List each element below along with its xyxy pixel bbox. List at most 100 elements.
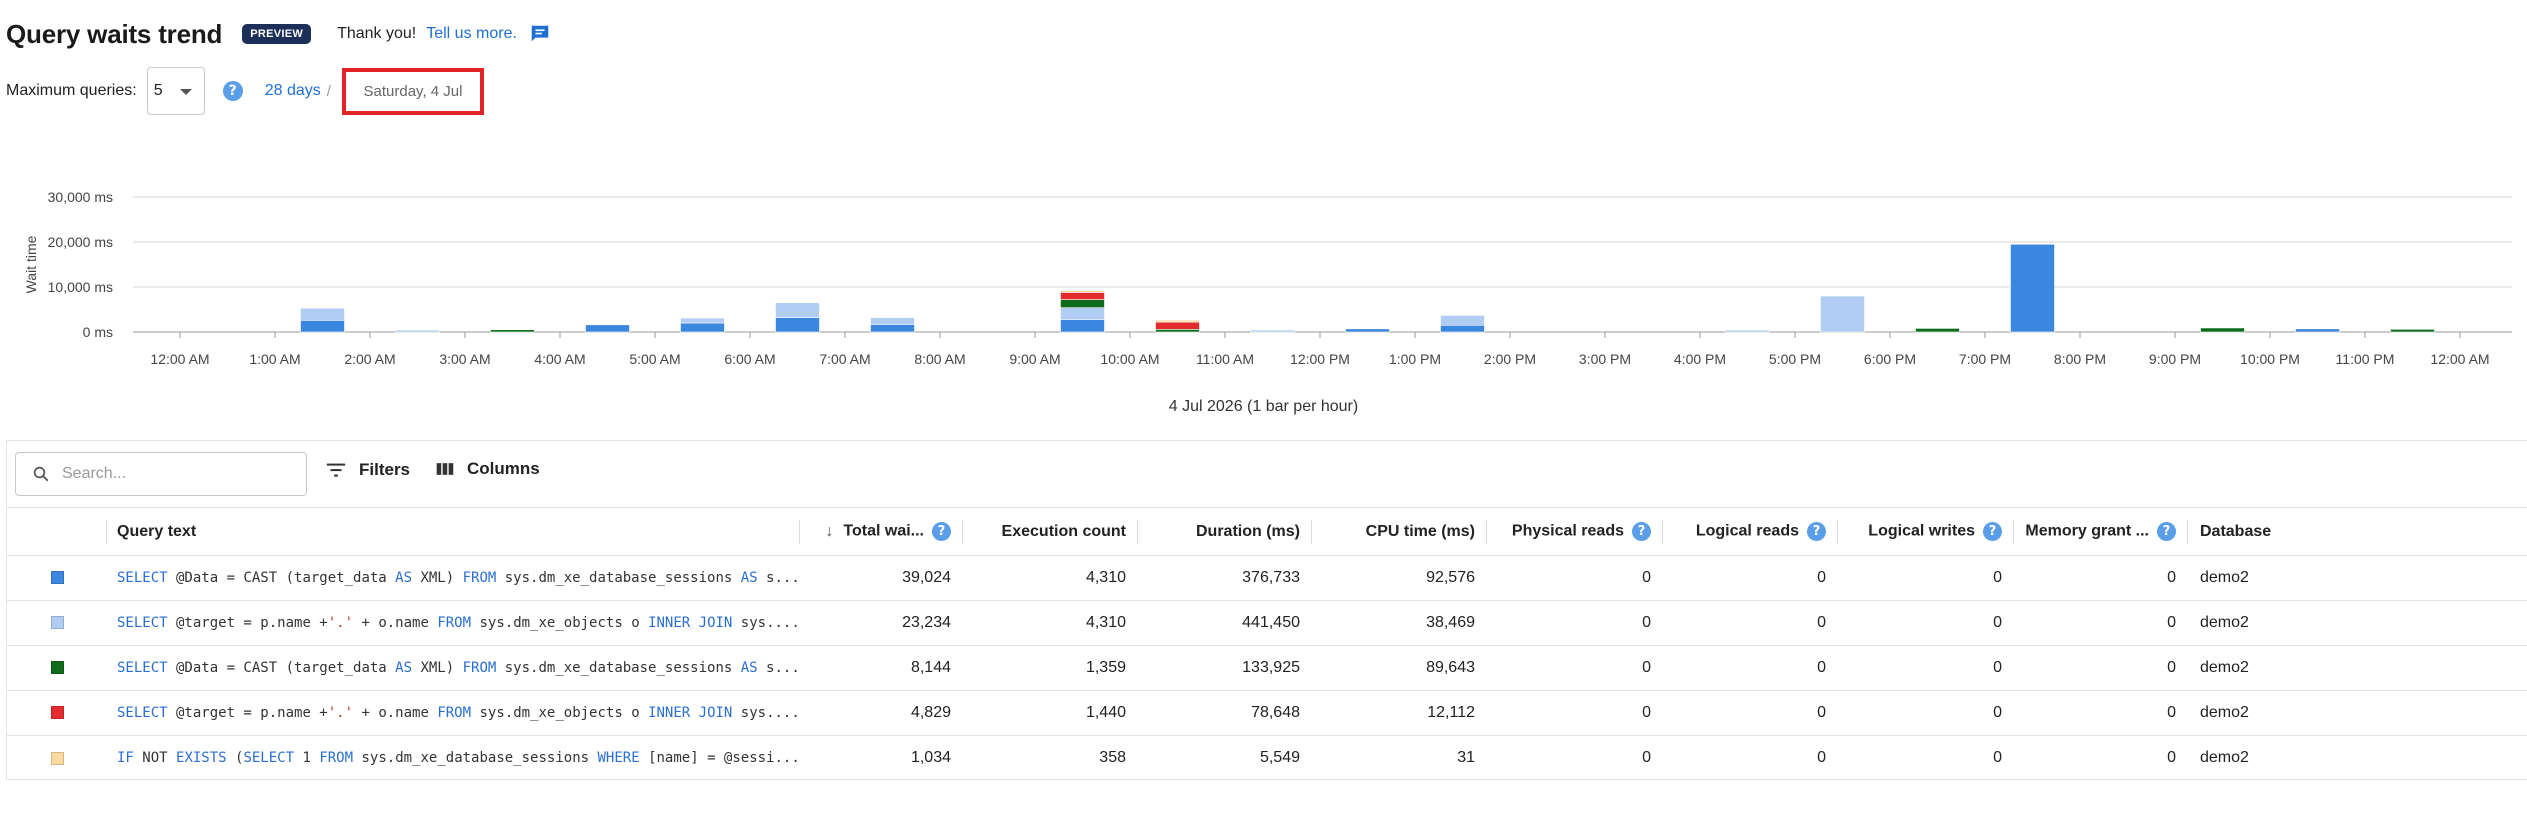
column-header-execution-count[interactable]: Execution count: [963, 507, 1138, 556]
chart-bar-segment[interactable]: [1440, 324, 1485, 333]
chart-bar-segment[interactable]: [1155, 329, 1200, 333]
x-tick-label: 8:00 AM: [914, 351, 965, 367]
preview-badge: PREVIEW: [242, 24, 312, 44]
column-header-query-text[interactable]: Query text: [107, 507, 800, 556]
column-header-logical-reads[interactable]: Logical reads?: [1663, 507, 1838, 556]
search-input[interactable]: [62, 465, 282, 483]
query-text-cell[interactable]: SELECT @target = p.name +'.' + o.name FR…: [107, 690, 800, 736]
query-text-cell[interactable]: SELECT @target = p.name +'.' + o.name FR…: [107, 600, 800, 646]
total-wait-cell: 1,034: [800, 735, 963, 781]
x-tick-label: 6:00 AM: [724, 351, 775, 367]
table-row[interactable]: SELECT @target = p.name +'.' + o.name FR…: [7, 690, 2527, 736]
chart-bar-segment[interactable]: [775, 317, 820, 333]
y-tick-label: 20,000 ms: [48, 234, 113, 250]
y-tick-label: 30,000 ms: [48, 189, 113, 205]
query-text-cell[interactable]: SELECT @Data = CAST (target_data AS XML)…: [107, 555, 800, 601]
chart-bar-segment[interactable]: [395, 329, 440, 333]
chart-bar-segment[interactable]: [870, 324, 915, 333]
chart-bar-segment[interactable]: [2200, 327, 2245, 333]
wait-time-chart: 0 ms 10,000 ms 20,000 ms 30,000 ms Wait time…: [0, 175, 2527, 425]
query-text-cell[interactable]: SELECT @Data = CAST (target_data AS XML)…: [107, 645, 800, 691]
database-cell: demo2: [2188, 735, 2527, 781]
chart-bar-segment[interactable]: [1155, 321, 1200, 330]
sort-down-arrow-icon[interactable]: ↓: [825, 522, 834, 540]
chart-bar-segment[interactable]: [1820, 295, 1865, 333]
chart-bar-segment[interactable]: [585, 324, 630, 333]
column-header-memory-grant[interactable]: Memory grant ...?: [2014, 507, 2188, 556]
chart-bar-segment[interactable]: [1060, 292, 1105, 300]
help-icon[interactable]: ?: [2157, 522, 2176, 541]
execution-count-cell: 358: [963, 735, 1138, 781]
x-tick-label: 1:00 PM: [1389, 351, 1441, 367]
chart-bar-segment[interactable]: [680, 322, 725, 333]
filters-label: Filters: [359, 460, 411, 479]
x-tick-label: 7:00 PM: [1959, 351, 2011, 367]
chart-bar-segment[interactable]: [1440, 315, 1485, 326]
chart-bar-segment[interactable]: [300, 307, 345, 321]
column-header-cpu-time[interactable]: CPU time (ms): [1312, 507, 1487, 556]
column-header-database[interactable]: Database: [2188, 507, 2527, 556]
chart-bar-segment[interactable]: [2010, 243, 2055, 333]
chart-bar-segment[interactable]: [1155, 319, 1200, 323]
filters-button[interactable]: Filters: [325, 459, 410, 481]
chart-bar-segment[interactable]: [300, 320, 345, 333]
chart-bar-segment[interactable]: [490, 329, 535, 333]
table-row[interactable]: IF NOT EXISTS (SELECT 1 FROM sys.dm_xe_d…: [7, 735, 2527, 781]
chart-bar-segment[interactable]: [1060, 290, 1105, 293]
column-header-logical-writes[interactable]: Logical writes?: [1838, 507, 2014, 556]
columns-button[interactable]: Columns: [435, 459, 540, 479]
column-header-duration[interactable]: Duration (ms): [1138, 507, 1312, 556]
database-cell: demo2: [2188, 600, 2527, 646]
cpu-time-cell: 12,112: [1312, 690, 1487, 736]
chart-bar-segment[interactable]: [1060, 307, 1105, 320]
query-text-cell[interactable]: IF NOT EXISTS (SELECT 1 FROM sys.dm_xe_d…: [107, 735, 800, 781]
chart-bar-segment[interactable]: [1915, 328, 1960, 333]
chart-bar-segment[interactable]: [775, 302, 820, 318]
chart-bar-segment[interactable]: [2295, 328, 2340, 333]
series-color-swatch: [51, 571, 64, 585]
help-icon[interactable]: ?: [222, 81, 243, 101]
search-box[interactable]: [15, 452, 307, 496]
x-tick-label: 3:00 PM: [1579, 351, 1631, 367]
y-tick-label: 10,000 ms: [48, 279, 113, 295]
physical-reads-cell: 0: [1487, 735, 1663, 781]
table-row[interactable]: SELECT @Data = CAST (target_data AS XML)…: [7, 555, 2527, 601]
x-tick-label: 2:00 PM: [1484, 351, 1536, 367]
x-tick-label: 3:00 AM: [439, 351, 490, 367]
x-tick-label: 2:00 AM: [344, 351, 395, 367]
chart-bar-segment[interactable]: [680, 317, 725, 324]
chart-bar-segment[interactable]: [2390, 329, 2435, 333]
table-row[interactable]: SELECT @target = p.name +'.' + o.name FR…: [7, 600, 2527, 646]
physical-reads-cell: 0: [1487, 555, 1663, 601]
range-28-days-link[interactable]: 28 days: [264, 82, 321, 99]
chart-bar-segment[interactable]: [1345, 328, 1390, 333]
x-tick-label: 7:00 AM: [819, 351, 870, 367]
total-wait-cell: 4,829: [800, 690, 963, 736]
duration-cell: 441,450: [1138, 600, 1312, 646]
help-icon[interactable]: ?: [1983, 522, 2002, 541]
x-tick-label: 1:00 AM: [249, 351, 300, 367]
logical-writes-cell: 0: [1838, 735, 2014, 781]
table-row[interactable]: SELECT @Data = CAST (target_data AS XML)…: [7, 645, 2527, 691]
help-icon[interactable]: ?: [1632, 522, 1651, 541]
help-icon[interactable]: ?: [1807, 522, 1826, 541]
chart-bar-segment[interactable]: [1060, 299, 1105, 308]
duration-cell: 5,549: [1138, 735, 1312, 781]
breadcrumb-separator: /: [326, 82, 331, 100]
help-icon[interactable]: ?: [932, 522, 951, 541]
logical-reads-cell: 0: [1663, 555, 1838, 601]
column-header-total-wait[interactable]: ↓ Total wai...?: [800, 507, 963, 556]
chart-bar-segment[interactable]: [1725, 329, 1770, 333]
tell-us-more-link[interactable]: Tell us more.: [426, 25, 517, 42]
feedback-icon[interactable]: [529, 23, 551, 45]
table-header-row: Query text ↓ Total wai...? Execution coun…: [7, 507, 2527, 556]
column-header-physical-reads[interactable]: Physical reads?: [1487, 507, 1663, 556]
chart-bar-segment[interactable]: [1250, 329, 1295, 333]
max-queries-select[interactable]: 5: [146, 67, 205, 115]
chart-bar-segment[interactable]: [870, 317, 915, 325]
logical-writes-cell: 0: [1838, 555, 2014, 601]
duration-cell: 133,925: [1138, 645, 1312, 691]
chart-bar-segment[interactable]: [1060, 319, 1105, 333]
cpu-time-cell: 92,576: [1312, 555, 1487, 601]
chart-svg: 0 ms 10,000 ms 20,000 ms 30,000 ms Wait time…: [23, 189, 2512, 367]
